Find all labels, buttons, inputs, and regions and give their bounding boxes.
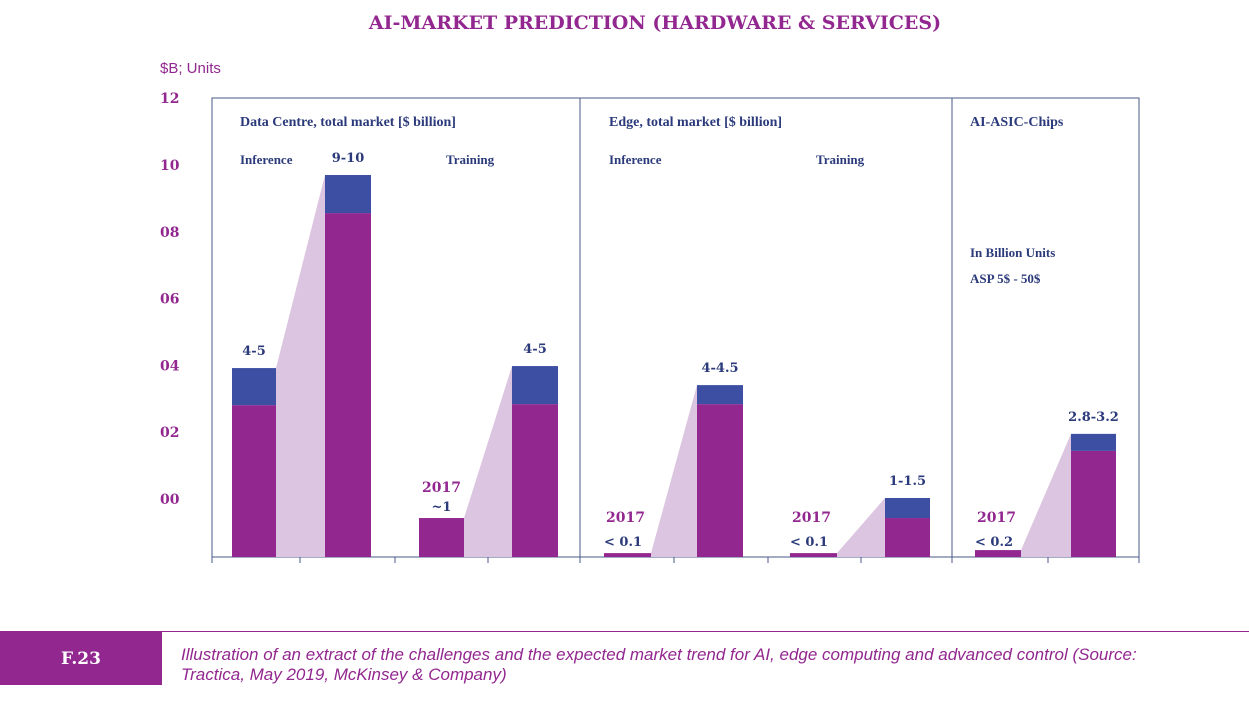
year-label: 2017 — [792, 510, 831, 526]
bar-segment-primary — [604, 553, 651, 557]
bar-value-label: 9-10 — [332, 151, 365, 166]
bar-segment-primary — [1071, 450, 1116, 557]
bar-value-label: 2.8-3.2 — [1068, 410, 1119, 425]
bar-segment-secondary — [512, 366, 558, 405]
year-label: 2017 — [977, 510, 1016, 526]
panel-title: Edge, total market [$ billion] — [609, 115, 782, 130]
panel-note: ASP 5$ - 50$ — [970, 271, 1041, 286]
bar-segment-primary — [232, 405, 276, 557]
bar-segment-secondary — [1071, 433, 1116, 451]
bar-value-label: < 0.2 — [975, 535, 1013, 550]
bar-segment-primary — [697, 404, 743, 557]
bar-value-label: < 0.1 — [790, 535, 828, 550]
bar-value-label: 4-5 — [242, 344, 266, 359]
year-label: 2017 — [606, 510, 645, 526]
bar-segment-secondary — [232, 368, 276, 406]
bar-segment-secondary — [885, 497, 930, 519]
y-tick-label: 10 — [160, 158, 180, 174]
figure-caption: Illustration of an extract of the challe… — [181, 645, 1137, 684]
bar-value-label: 4-5 — [523, 342, 547, 357]
y-tick-label: 08 — [160, 225, 179, 241]
bar-value-label: < 0.1 — [604, 535, 642, 550]
y-tick-label: 06 — [160, 292, 179, 308]
bar-value-label: ~1 — [432, 500, 452, 515]
panel-subtitle: Training — [446, 152, 495, 167]
chart-title: AI-MARKET PREDICTION (HARDWARE & SERVICE… — [368, 12, 942, 34]
y-tick-label: 00 — [160, 492, 180, 508]
growth-connector — [464, 366, 512, 557]
y-tick-label: 04 — [160, 358, 180, 374]
growth-connector — [276, 175, 325, 557]
growth-connector — [651, 385, 697, 557]
panel-title: AI-ASIC-Chips — [970, 115, 1064, 130]
y-tick-label: 02 — [160, 425, 179, 441]
y-tick-label: 12 — [160, 91, 179, 107]
bar-segment-secondary — [697, 385, 743, 405]
bar-segment-primary — [975, 550, 1021, 557]
year-label: 2017 — [422, 480, 461, 496]
panel-title: Data Centre, total market [$ billion] — [240, 115, 456, 130]
bar-segment-primary — [419, 518, 464, 557]
bar-segment-primary — [790, 553, 837, 557]
panel-note: In Billion Units — [970, 245, 1055, 260]
bar-segment-primary — [885, 518, 930, 557]
bar-segment-primary — [325, 213, 371, 557]
bar-segment-secondary — [325, 175, 371, 214]
bar-value-label: 4-4.5 — [701, 361, 738, 376]
figure-number: F.23 — [0, 632, 162, 685]
growth-connector — [1021, 433, 1071, 557]
panel-subtitle: Inference — [609, 152, 662, 167]
footer-divider — [0, 631, 1249, 632]
panel-subtitle: Training — [816, 152, 865, 167]
growth-connector — [837, 497, 885, 557]
bar-segment-primary — [512, 404, 558, 557]
bar-value-label: 1-1.5 — [889, 474, 926, 489]
panel-subtitle: Inference — [240, 152, 293, 167]
y-axis-unit: $B; Units — [160, 60, 221, 77]
